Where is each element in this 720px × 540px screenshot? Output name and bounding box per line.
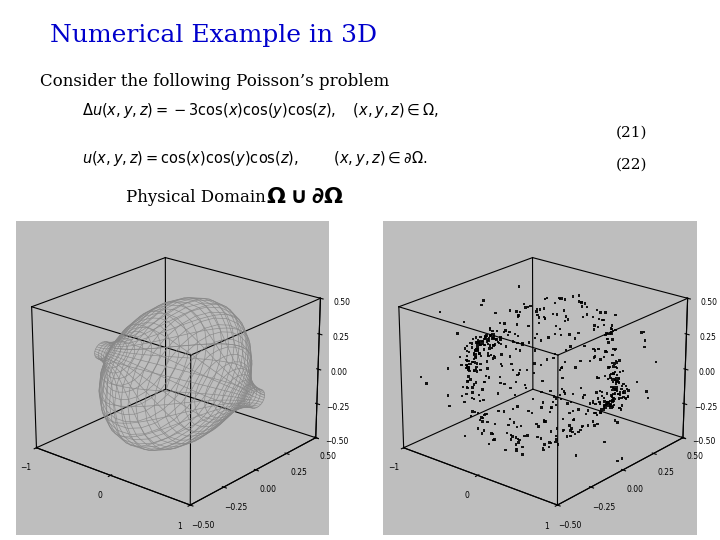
Text: (22): (22) <box>616 158 647 172</box>
Text: Consider the following Poisson’s problem: Consider the following Poisson’s problem <box>40 73 389 90</box>
Text: Numerical Example in 3D: Numerical Example in 3D <box>50 24 377 48</box>
Text: $u(x,y,z) = \cos(x)\cos(y)\cos(z),\quad\quad\; (x,y,z)\in\partial\Omega.$: $u(x,y,z) = \cos(x)\cos(y)\cos(z),\quad\… <box>82 149 428 168</box>
Text: $\mathbf{\Omega \cup \partial\Omega}$: $\mathbf{\Omega \cup \partial\Omega}$ <box>266 187 345 207</box>
Text: Physical Domain: Physical Domain <box>126 188 266 206</box>
Text: (21): (21) <box>616 125 647 139</box>
Text: $\Delta u(x,y,z) = -3\cos(x)\cos(y)\cos(z),\quad (x,y,z)\in\Omega,$: $\Delta u(x,y,z) = -3\cos(x)\cos(y)\cos(… <box>82 101 439 120</box>
